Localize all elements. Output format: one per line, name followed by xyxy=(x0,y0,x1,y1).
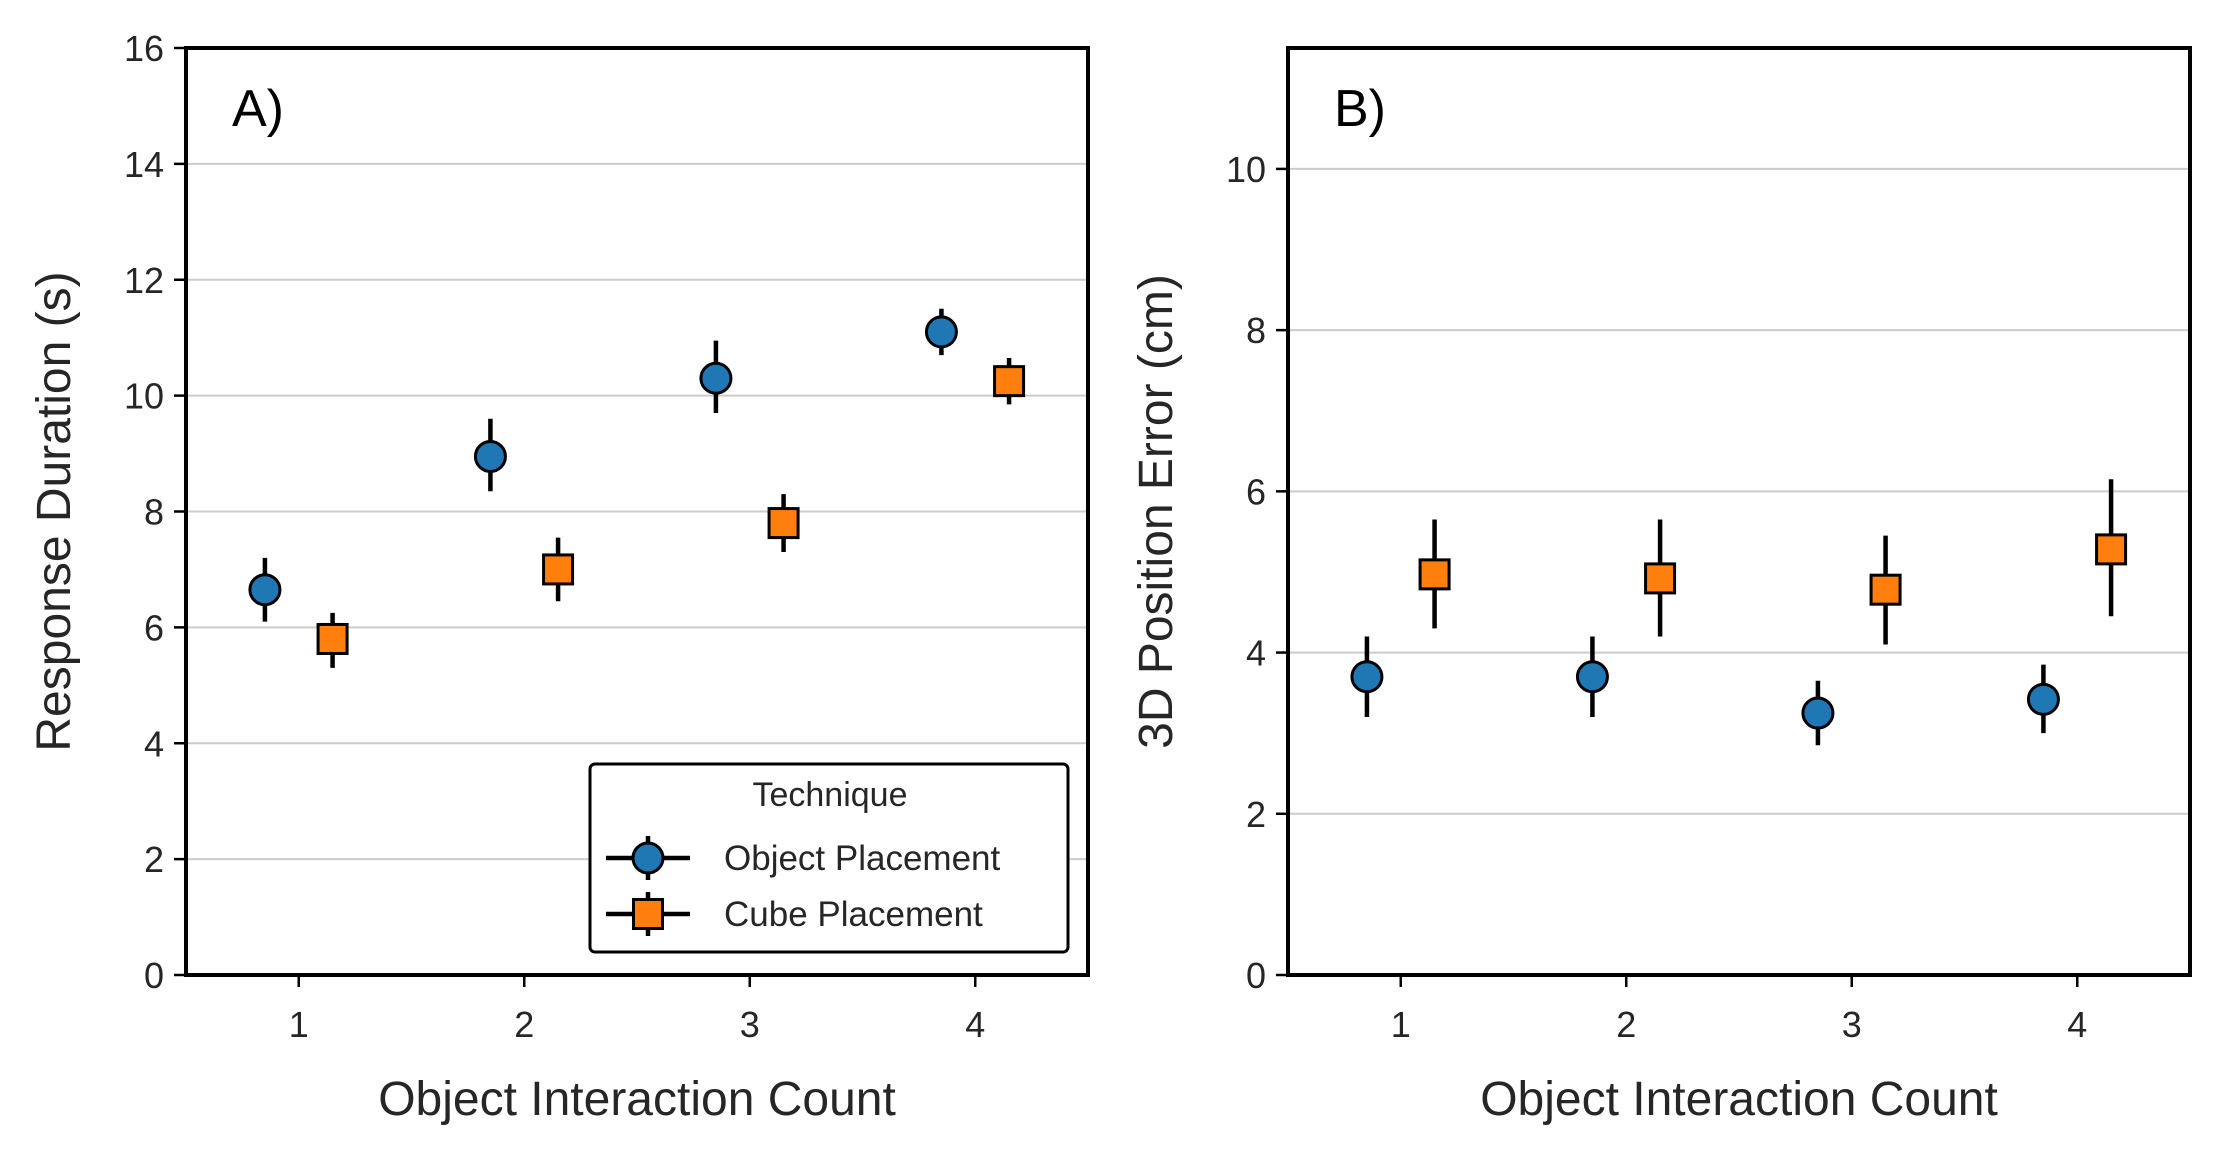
x-tick-label: 4 xyxy=(2067,1004,2087,1045)
data-point-square xyxy=(767,507,800,540)
y-tick-label: 12 xyxy=(124,260,164,301)
y-tick-label: 10 xyxy=(124,376,164,417)
data-point-circle xyxy=(473,439,507,473)
data-point-circle xyxy=(1575,660,1609,694)
y-tick-label: 14 xyxy=(124,144,164,185)
y-axis-label: Response Duration (s) xyxy=(28,271,81,751)
data-point-circle xyxy=(1350,660,1384,694)
y-tick-label: 8 xyxy=(1246,310,1266,351)
data-point-circle xyxy=(248,573,282,607)
y-tick-label: 0 xyxy=(144,955,164,996)
panel-label: B) xyxy=(1334,80,1386,138)
plot-frame xyxy=(1286,46,2192,977)
y-tick-label: 0 xyxy=(1246,955,1266,996)
y-tick-label: 10 xyxy=(1226,149,1266,190)
x-tick-label: 2 xyxy=(514,1004,534,1045)
y-axis-label: 3D Position Error (cm) xyxy=(1130,274,1183,749)
panel-label: A) xyxy=(232,80,284,138)
data-point-square xyxy=(2095,533,2128,566)
y-tick-label: 16 xyxy=(124,28,164,69)
y-tick-label: 4 xyxy=(144,723,164,764)
x-tick-label: 3 xyxy=(1842,1004,1862,1045)
legend-marker-square xyxy=(632,898,664,930)
data-point-square xyxy=(993,365,1026,398)
legend-marker-circle xyxy=(631,841,665,875)
legend-title: Technique xyxy=(752,776,907,814)
data-point-square xyxy=(316,622,349,655)
y-tick-label: 6 xyxy=(144,607,164,648)
y-tick-label: 4 xyxy=(1246,633,1266,674)
y-tick-label: 6 xyxy=(1246,471,1266,512)
data-point-square xyxy=(542,553,575,586)
data-point-circle xyxy=(1801,696,1835,730)
data-point-circle xyxy=(2026,682,2060,716)
y-tick-label: 2 xyxy=(1246,794,1266,835)
data-point-circle xyxy=(924,315,958,349)
y-tick-label: 8 xyxy=(144,492,164,533)
legend-entry-label: Cube Placement xyxy=(724,895,983,934)
plot-frame xyxy=(184,46,1090,977)
data-point-circle xyxy=(699,361,733,395)
x-axis-label: Object Interaction Count xyxy=(1480,1073,1998,1126)
x-tick-label: 1 xyxy=(289,1004,309,1045)
data-point-square xyxy=(1869,573,1902,606)
x-tick-label: 4 xyxy=(965,1004,985,1045)
x-tick-label: 3 xyxy=(740,1004,760,1045)
legend-box xyxy=(588,762,1070,954)
x-axis-label: Object Interaction Count xyxy=(378,1073,896,1126)
legend-entry-label: Object Placement xyxy=(724,839,1001,878)
y-tick-label: 2 xyxy=(144,839,164,880)
x-tick-label: 1 xyxy=(1391,1004,1411,1045)
legend: Technique Object Placement Cube Placement xyxy=(588,762,1070,954)
data-point-square xyxy=(1418,558,1451,591)
data-point-square xyxy=(1644,562,1677,595)
x-tick-label: 2 xyxy=(1616,1004,1636,1045)
